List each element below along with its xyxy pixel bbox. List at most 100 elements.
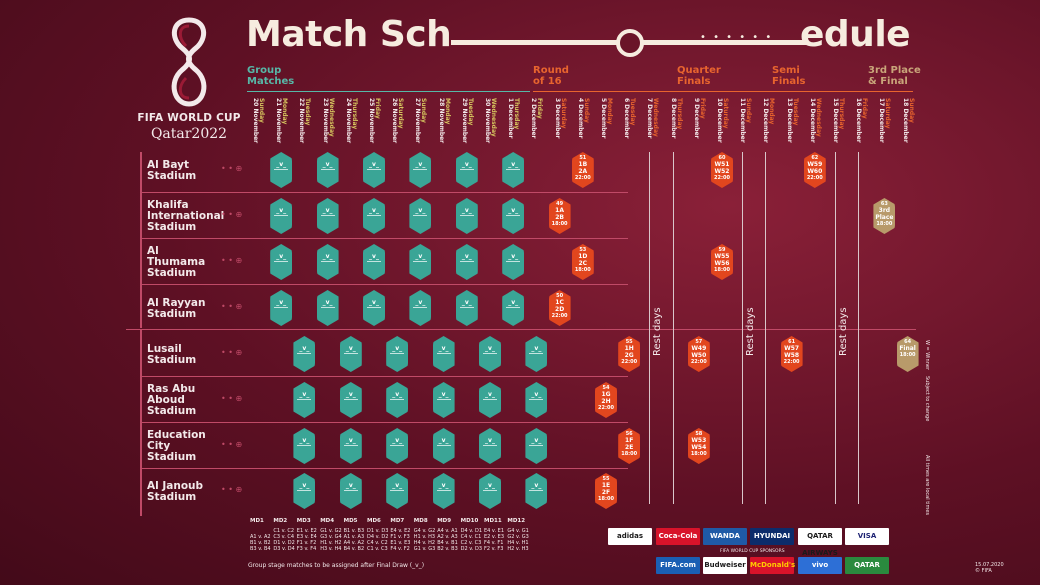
- match-tile-group[interactable]: _v_: [455, 198, 478, 234]
- match-tile-group[interactable]: _v_: [502, 290, 525, 326]
- match-tile-group[interactable]: _v_: [339, 428, 362, 464]
- match-tile-group[interactable]: _v_: [432, 336, 455, 372]
- match-tile-group[interactable]: _v_: [270, 290, 293, 326]
- venue-name: Al Bayt Stadium: [147, 159, 197, 182]
- match-tile-group[interactable]: _v_: [409, 152, 432, 188]
- match-tile-group[interactable]: _v_: [479, 382, 501, 418]
- match-tile-group[interactable]: _v_: [270, 198, 293, 234]
- match-tile-group[interactable]: _v_: [270, 244, 293, 280]
- match-time: 22:00: [806, 175, 823, 181]
- page-title-part2: edule: [800, 14, 911, 55]
- match-b: 2A: [578, 168, 588, 175]
- tile-divider: [459, 215, 474, 216]
- match-tile-knockout[interactable]: 54 1G 2H 22:00: [595, 382, 617, 418]
- match-tile-group[interactable]: _v_: [525, 473, 548, 509]
- match-tile-group[interactable]: _v_: [502, 244, 525, 280]
- match-tile-group[interactable]: _v_: [363, 198, 385, 234]
- match-tile-group[interactable]: _v_: [339, 336, 362, 372]
- match-tile-knockout[interactable]: 64 Final 18:00: [896, 336, 919, 372]
- sponsor-logo[interactable]: adidas: [608, 528, 652, 545]
- sponsor-logo[interactable]: VISA: [845, 528, 889, 545]
- match-tile-group[interactable]: _v_: [363, 244, 385, 280]
- match-tile-group[interactable]: _v_: [316, 198, 339, 234]
- match-tile-knockout[interactable]: 55 1H 2G 22:00: [618, 336, 641, 372]
- match-tile-group[interactable]: _v_: [293, 336, 316, 372]
- match-tile-group[interactable]: _v_: [479, 336, 501, 372]
- match-tile-group[interactable]: _v_: [293, 473, 316, 509]
- match-tile-group[interactable]: _v_: [386, 382, 409, 418]
- match-label: _v_: [415, 207, 426, 214]
- match-tile-group[interactable]: _v_: [525, 336, 548, 372]
- day-name: Saturday: [884, 98, 892, 129]
- match-tile-group[interactable]: _v_: [525, 428, 548, 464]
- match-tile-knockout[interactable]: 59 W55 W56 18:00: [711, 244, 733, 280]
- day-date: 21 November: [275, 98, 283, 144]
- sponsor-logo[interactable]: FIFA.com: [656, 557, 700, 574]
- match-label: _v_: [485, 391, 495, 398]
- match-tile-group[interactable]: _v_: [432, 382, 455, 418]
- match-tile-group[interactable]: _v_: [293, 428, 316, 464]
- stage-semi-finals: Semi Finals: [772, 65, 806, 87]
- match-tile-knockout[interactable]: 58 W53 W54 18:00: [687, 428, 710, 464]
- match-label: _v_: [322, 253, 333, 260]
- sponsor-logo[interactable]: Coca-Cola: [656, 528, 700, 545]
- match-tile-knockout[interactable]: 51 1B 2A 22:00: [571, 152, 594, 188]
- match-tile-group[interactable]: _v_: [432, 428, 455, 464]
- matchday-fixture: B2 v. B3: [437, 546, 458, 552]
- sponsor-logo[interactable]: WANDA: [703, 528, 747, 545]
- venue-name: Al Thumama Stadium: [147, 245, 206, 279]
- match-tile-group[interactable]: _v_: [525, 382, 548, 418]
- match-no: 60: [718, 155, 726, 161]
- sponsor-logo[interactable]: QATAR: [845, 557, 889, 574]
- match-label: _v_: [345, 391, 356, 398]
- sponsor-logo[interactable]: HYUNDAI: [750, 528, 794, 545]
- match-tile-group[interactable]: _v_: [363, 152, 385, 188]
- match-tile-knockout[interactable]: 56 1F 2E 18:00: [618, 428, 641, 464]
- match-tile-group[interactable]: _v_: [363, 290, 385, 326]
- sponsor-logo[interactable]: QATAR AIRWAYS: [798, 528, 842, 557]
- match-tile-knockout[interactable]: 53 1D 2C 18:00: [571, 244, 594, 280]
- match-tile-knockout[interactable]: 49 1A 2B 18:00: [548, 198, 571, 234]
- match-tile-group[interactable]: _v_: [479, 473, 501, 509]
- match-tile-group[interactable]: _v_: [455, 290, 478, 326]
- match-no: 49: [556, 201, 564, 207]
- match-tile-group[interactable]: _v_: [386, 473, 409, 509]
- match-tile-group[interactable]: _v_: [316, 152, 339, 188]
- tile-divider: [436, 399, 451, 400]
- matchday-fixture: G4 v. G2: [413, 528, 436, 534]
- match-tile-group[interactable]: _v_: [455, 152, 478, 188]
- sponsor-logo[interactable]: vivo: [798, 557, 842, 574]
- match-tile-group[interactable]: _v_: [339, 382, 362, 418]
- match-tile-group[interactable]: _v_: [316, 244, 339, 280]
- match-tile-knockout[interactable]: 61 W57 W58 22:00: [780, 336, 803, 372]
- match-tile-group[interactable]: _v_: [479, 428, 501, 464]
- match-tile-group[interactable]: _v_: [432, 473, 455, 509]
- match-tile-knockout[interactable]: 55 1E 2F 18:00: [595, 473, 617, 509]
- rest-day-column: [765, 152, 767, 504]
- matchday-header: MD5: [343, 518, 358, 524]
- match-tile-group[interactable]: _v_: [339, 473, 362, 509]
- day-header: Friday 25 November: [368, 98, 381, 152]
- match-tile-knockout[interactable]: 57 W49 W50 22:00: [687, 336, 710, 372]
- match-tile-group[interactable]: _v_: [502, 152, 525, 188]
- match-tile-group[interactable]: _v_: [409, 244, 432, 280]
- match-tile-group[interactable]: _v_: [502, 198, 525, 234]
- match-tile-knockout[interactable]: 50 1C 2D 22:00: [548, 290, 571, 326]
- match-tile-group[interactable]: _v_: [386, 428, 409, 464]
- match-tile-knockout[interactable]: 63 3rd Place 18:00: [873, 198, 896, 234]
- match-a: W57: [784, 345, 800, 352]
- match-tile-group[interactable]: _v_: [386, 336, 409, 372]
- match-tile-knockout[interactable]: 62 W59 W60 22:00: [803, 152, 826, 188]
- match-time: 18:00: [876, 221, 893, 227]
- match-tile-group[interactable]: _v_: [409, 198, 432, 234]
- match-tile-group[interactable]: _v_: [455, 244, 478, 280]
- sponsor-logo[interactable]: McDonald's: [750, 557, 795, 574]
- match-tile-group[interactable]: _v_: [293, 382, 316, 418]
- logo-subtitle: Qatar2022: [150, 126, 228, 142]
- match-tile-group[interactable]: _v_: [316, 290, 339, 326]
- match-label: _v_: [508, 207, 519, 214]
- match-tile-group[interactable]: _v_: [270, 152, 293, 188]
- match-tile-knockout[interactable]: 60 W51 W52 22:00: [711, 152, 733, 188]
- sponsor-logo[interactable]: Budweiser: [703, 557, 747, 574]
- match-tile-group[interactable]: _v_: [409, 290, 432, 326]
